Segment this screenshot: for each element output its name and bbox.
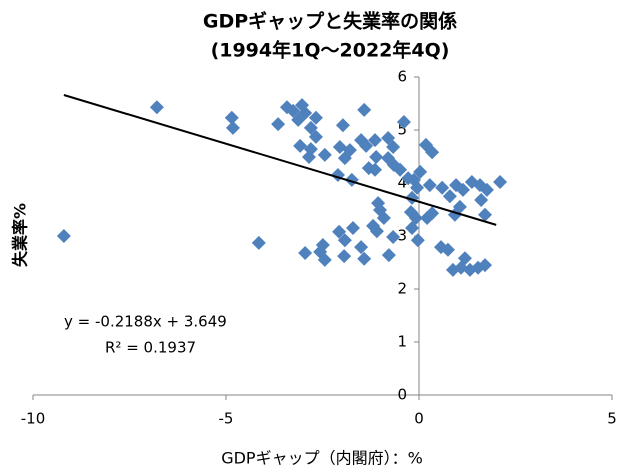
point <box>479 182 494 197</box>
point <box>386 139 401 154</box>
point <box>381 248 396 263</box>
point <box>345 221 360 236</box>
trendline <box>63 94 497 226</box>
chart-subtitle: (1994年1Q～2022年4Q) <box>211 39 450 62</box>
y-tick-label: 6 <box>397 68 407 86</box>
point <box>308 110 323 125</box>
x-tick-label: -10 <box>21 410 46 428</box>
point <box>422 178 437 193</box>
y-tick-label: 1 <box>397 333 407 351</box>
point <box>337 249 352 264</box>
point <box>371 196 386 211</box>
point <box>478 258 493 273</box>
y-tick-label: 0 <box>397 386 407 404</box>
point <box>224 110 239 125</box>
y-tick-label: 5 <box>397 121 407 139</box>
point <box>381 130 396 145</box>
point <box>56 229 71 243</box>
point <box>396 115 411 130</box>
point <box>410 180 425 195</box>
point <box>369 150 384 165</box>
point <box>337 151 352 166</box>
point <box>357 102 372 117</box>
point <box>225 120 240 135</box>
point <box>359 138 374 153</box>
point <box>251 235 266 250</box>
point <box>286 103 301 118</box>
point <box>478 207 493 222</box>
point <box>357 251 372 266</box>
point <box>393 162 408 177</box>
point <box>376 210 391 225</box>
point <box>308 129 323 144</box>
point <box>386 230 401 245</box>
point <box>332 224 347 239</box>
point <box>298 245 313 260</box>
point <box>354 240 369 255</box>
point <box>440 242 455 257</box>
y-tick-label: 2 <box>397 280 407 298</box>
x-axis-label: GDPギャップ（内閣府）：% <box>221 449 423 468</box>
point <box>420 210 435 225</box>
point <box>317 147 332 162</box>
point <box>435 180 450 195</box>
r-squared: R² = 0.1937 <box>105 339 196 357</box>
point <box>493 174 508 189</box>
y-axis-label: 失業率% <box>11 203 30 267</box>
x-tick-label: 0 <box>414 410 424 428</box>
y-tick-label: 3 <box>397 227 407 245</box>
point <box>425 145 440 160</box>
point <box>366 218 381 233</box>
point <box>335 118 350 133</box>
point <box>293 138 308 153</box>
point <box>457 251 472 266</box>
point <box>410 233 425 248</box>
point <box>403 205 418 220</box>
equation: y = -0.2188x + 3.649 <box>64 313 227 331</box>
point <box>303 120 318 135</box>
point <box>291 112 306 127</box>
x-tick-label: 5 <box>607 410 617 428</box>
point <box>456 182 471 197</box>
point <box>271 117 286 132</box>
point <box>317 252 332 267</box>
point <box>149 100 164 115</box>
y-tick-label: 4 <box>397 174 407 192</box>
x-tick-label: -5 <box>219 410 234 428</box>
point <box>474 192 489 207</box>
point <box>413 164 428 179</box>
point <box>301 150 316 165</box>
point <box>337 233 352 248</box>
point <box>405 221 420 236</box>
point <box>367 133 382 148</box>
point <box>367 162 382 177</box>
chart-title: GDPギャップと失業率の関係 <box>203 10 457 33</box>
point <box>442 189 457 204</box>
